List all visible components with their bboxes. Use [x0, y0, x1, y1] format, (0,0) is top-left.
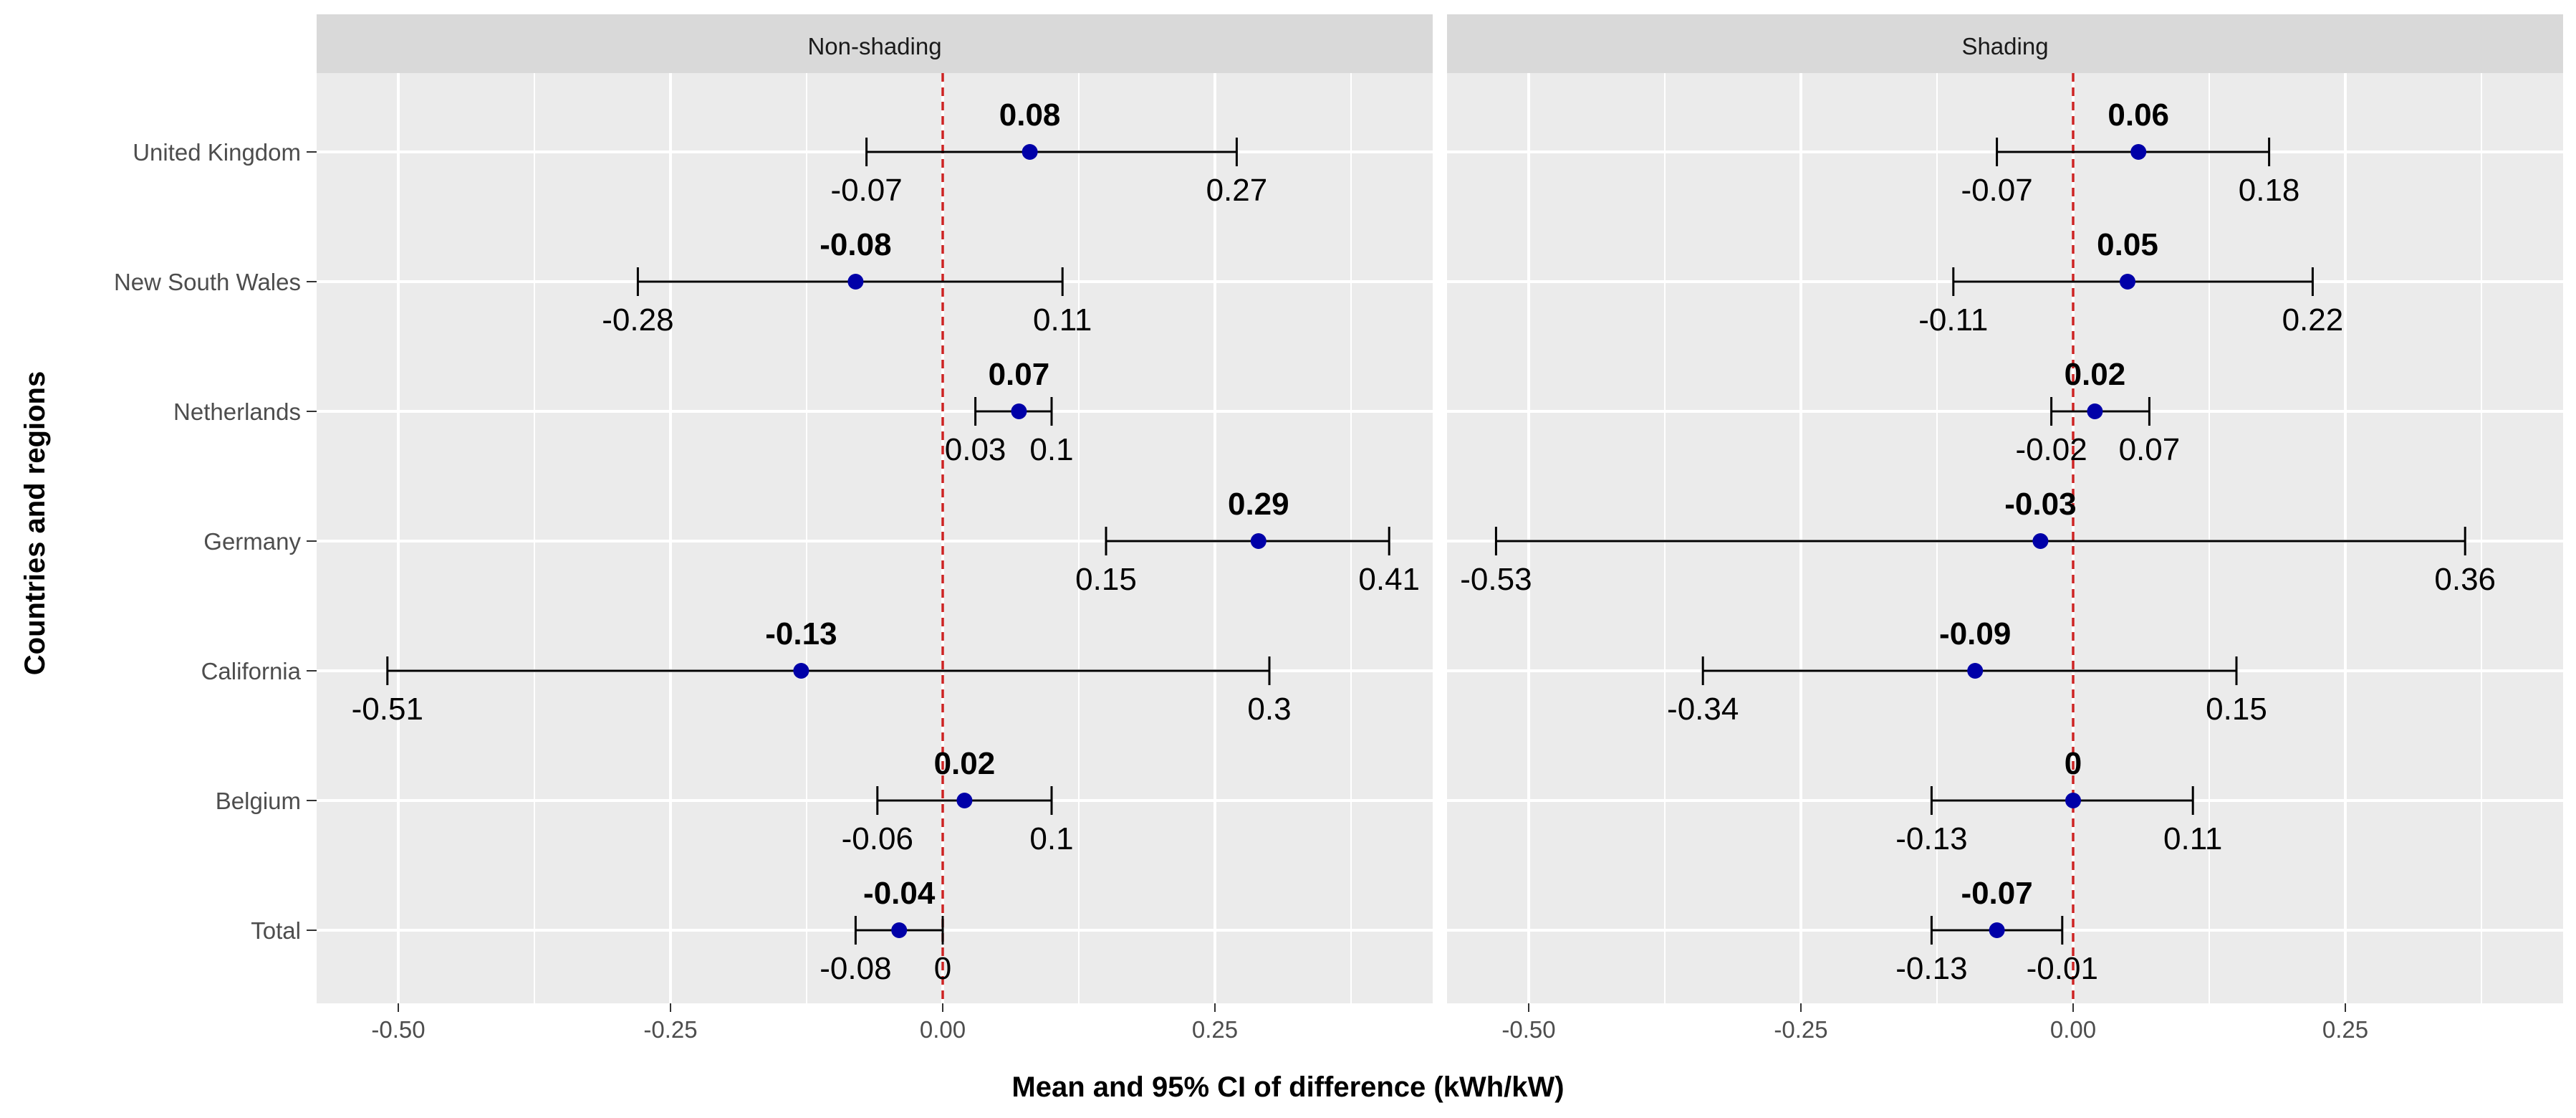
- ci-upper-label: 0.15: [2206, 692, 2267, 727]
- row-germany: -0.03 -0.53 0.36: [1460, 487, 2496, 597]
- row-germany: 0.29 0.15 0.41: [1075, 487, 1420, 597]
- mean-label: 0.07: [989, 357, 1050, 392]
- mean-label: -0.04: [863, 876, 936, 911]
- row-united-kingdom: 0.06 -0.07 0.18: [1961, 97, 2299, 208]
- mean-point: [2087, 403, 2103, 419]
- mean-point: [956, 793, 973, 808]
- ci-lower-label: -0.13: [1895, 821, 1967, 856]
- ci-lower-label: -0.06: [842, 821, 913, 856]
- mean-point: [2032, 533, 2049, 549]
- x-tick-label: -0.50: [371, 1016, 425, 1043]
- ci-upper-label: 0.18: [2239, 173, 2300, 208]
- mean-point: [891, 922, 908, 938]
- panel-strip: [1447, 14, 2563, 73]
- mean-label: 0.05: [2097, 227, 2158, 262]
- ci-lower-label: 0.15: [1075, 562, 1137, 597]
- ci-upper-label: 0.27: [1206, 173, 1268, 208]
- mean-point: [2065, 793, 2081, 808]
- x-tick-label: 0.00: [2050, 1016, 2096, 1043]
- mean-label: 0.06: [2108, 97, 2169, 133]
- row-new-south-wales: 0.05 -0.11 0.22: [1918, 227, 2343, 338]
- ci-upper-label: 0.22: [2282, 302, 2344, 338]
- mean-point: [1250, 533, 1267, 549]
- y-tick-label-california: California: [201, 658, 302, 684]
- mean-point: [1967, 663, 1984, 679]
- ci-upper-label: 0: [934, 951, 951, 986]
- ci-upper-label: 0.41: [1358, 562, 1420, 597]
- ci-upper-label: 0.36: [2434, 562, 2496, 597]
- row-new-south-wales: -0.08 -0.28 0.11: [602, 227, 1092, 338]
- x-tick-label: 0.00: [920, 1016, 966, 1043]
- mean-label: 0.29: [1228, 487, 1289, 522]
- mean-point: [793, 663, 809, 679]
- mean-label: 0.02: [2065, 357, 2126, 392]
- x-tick-label: -0.25: [1774, 1016, 1827, 1043]
- ci-upper-label: 0.1: [1029, 821, 1073, 856]
- ci-lower-label: -0.08: [820, 951, 891, 986]
- ci-upper-label: 0.11: [1033, 302, 1092, 338]
- ci-upper-label: 0.11: [2163, 821, 2222, 856]
- x-tick-label: -0.50: [1501, 1016, 1555, 1043]
- mean-point: [847, 274, 864, 290]
- ci-upper-label: 0.07: [2119, 432, 2181, 467]
- ci-lower-label: 0.03: [945, 432, 1006, 467]
- panel-strip: [317, 14, 1433, 73]
- row-netherlands: 0.02 -0.02 0.07: [2015, 357, 2180, 467]
- mean-label: -0.08: [820, 227, 891, 262]
- ci-lower-label: -0.02: [2015, 432, 2087, 467]
- y-tick-label-germany: Germany: [203, 528, 301, 555]
- y-tick-label-total: Total: [251, 917, 301, 944]
- x-axis-title: Mean and 95% CI of difference (kWh/kW): [1011, 1071, 1564, 1103]
- row-belgium: 0 -0.13 0.11: [1895, 746, 2222, 856]
- mean-label: -0.07: [1961, 876, 2032, 911]
- ci-lower-label: -0.07: [1961, 173, 2032, 208]
- ci-lower-label: -0.07: [830, 173, 902, 208]
- y-tick-label-netherlands: Netherlands: [173, 398, 301, 425]
- mean-label: -0.09: [1939, 616, 2011, 651]
- row-netherlands: 0.07 0.03 0.1: [945, 357, 1074, 467]
- x-tick-label: 0.25: [2322, 1016, 2368, 1043]
- mean-label: 0.08: [999, 97, 1061, 133]
- panel-title: Shading: [1961, 33, 2048, 59]
- y-tick-label-new-south-wales: New South Wales: [114, 269, 301, 295]
- ci-upper-label: 0.1: [1029, 432, 1073, 467]
- ci-upper-label: -0.01: [2027, 951, 2098, 986]
- y-axis-title: Countries and regions: [19, 371, 51, 676]
- mean-label: 0: [2065, 746, 2082, 781]
- ci-lower-label: -0.13: [1895, 951, 1967, 986]
- row-belgium: 0.02 -0.06 0.1: [842, 746, 1074, 856]
- ci-lower-label: -0.34: [1667, 692, 1739, 727]
- mean-point: [1989, 922, 2005, 938]
- y-tick-label-united-kingdom: United Kingdom: [133, 139, 301, 166]
- mean-point: [1011, 403, 1027, 419]
- x-tick-label: 0.25: [1192, 1016, 1238, 1043]
- row-united-kingdom: 0.08 -0.07 0.27: [830, 97, 1267, 208]
- row-california: -0.13 -0.51 0.3: [352, 616, 1292, 727]
- ci-lower-label: -0.28: [602, 302, 673, 338]
- mean-label: -0.13: [765, 616, 837, 651]
- panels: United Kingdom New South Wales Netherlands…: [114, 14, 2563, 1043]
- mean-point: [2130, 144, 2147, 160]
- x-tick-label: -0.25: [643, 1016, 697, 1043]
- ci-lower-label: -0.53: [1460, 562, 1532, 597]
- panel-title: Non-shading: [807, 33, 941, 59]
- ci-upper-label: 0.3: [1247, 692, 1291, 727]
- ci-lower-label: -0.51: [352, 692, 423, 727]
- y-tick-label-belgium: Belgium: [216, 788, 301, 814]
- mean-label: 0.02: [934, 746, 996, 781]
- row-california: -0.09 -0.34 0.15: [1667, 616, 2267, 727]
- panel-background: [317, 73, 1433, 1003]
- mean-point: [2120, 274, 2135, 290]
- row-total: -0.07 -0.13 -0.01: [1895, 876, 2098, 986]
- panel-background: [1447, 73, 2563, 1003]
- row-total: -0.04 -0.08 0: [820, 876, 951, 986]
- ci-lower-label: -0.11: [1918, 302, 1988, 338]
- mean-point: [1022, 144, 1038, 160]
- mean-label: -0.03: [2004, 487, 2076, 522]
